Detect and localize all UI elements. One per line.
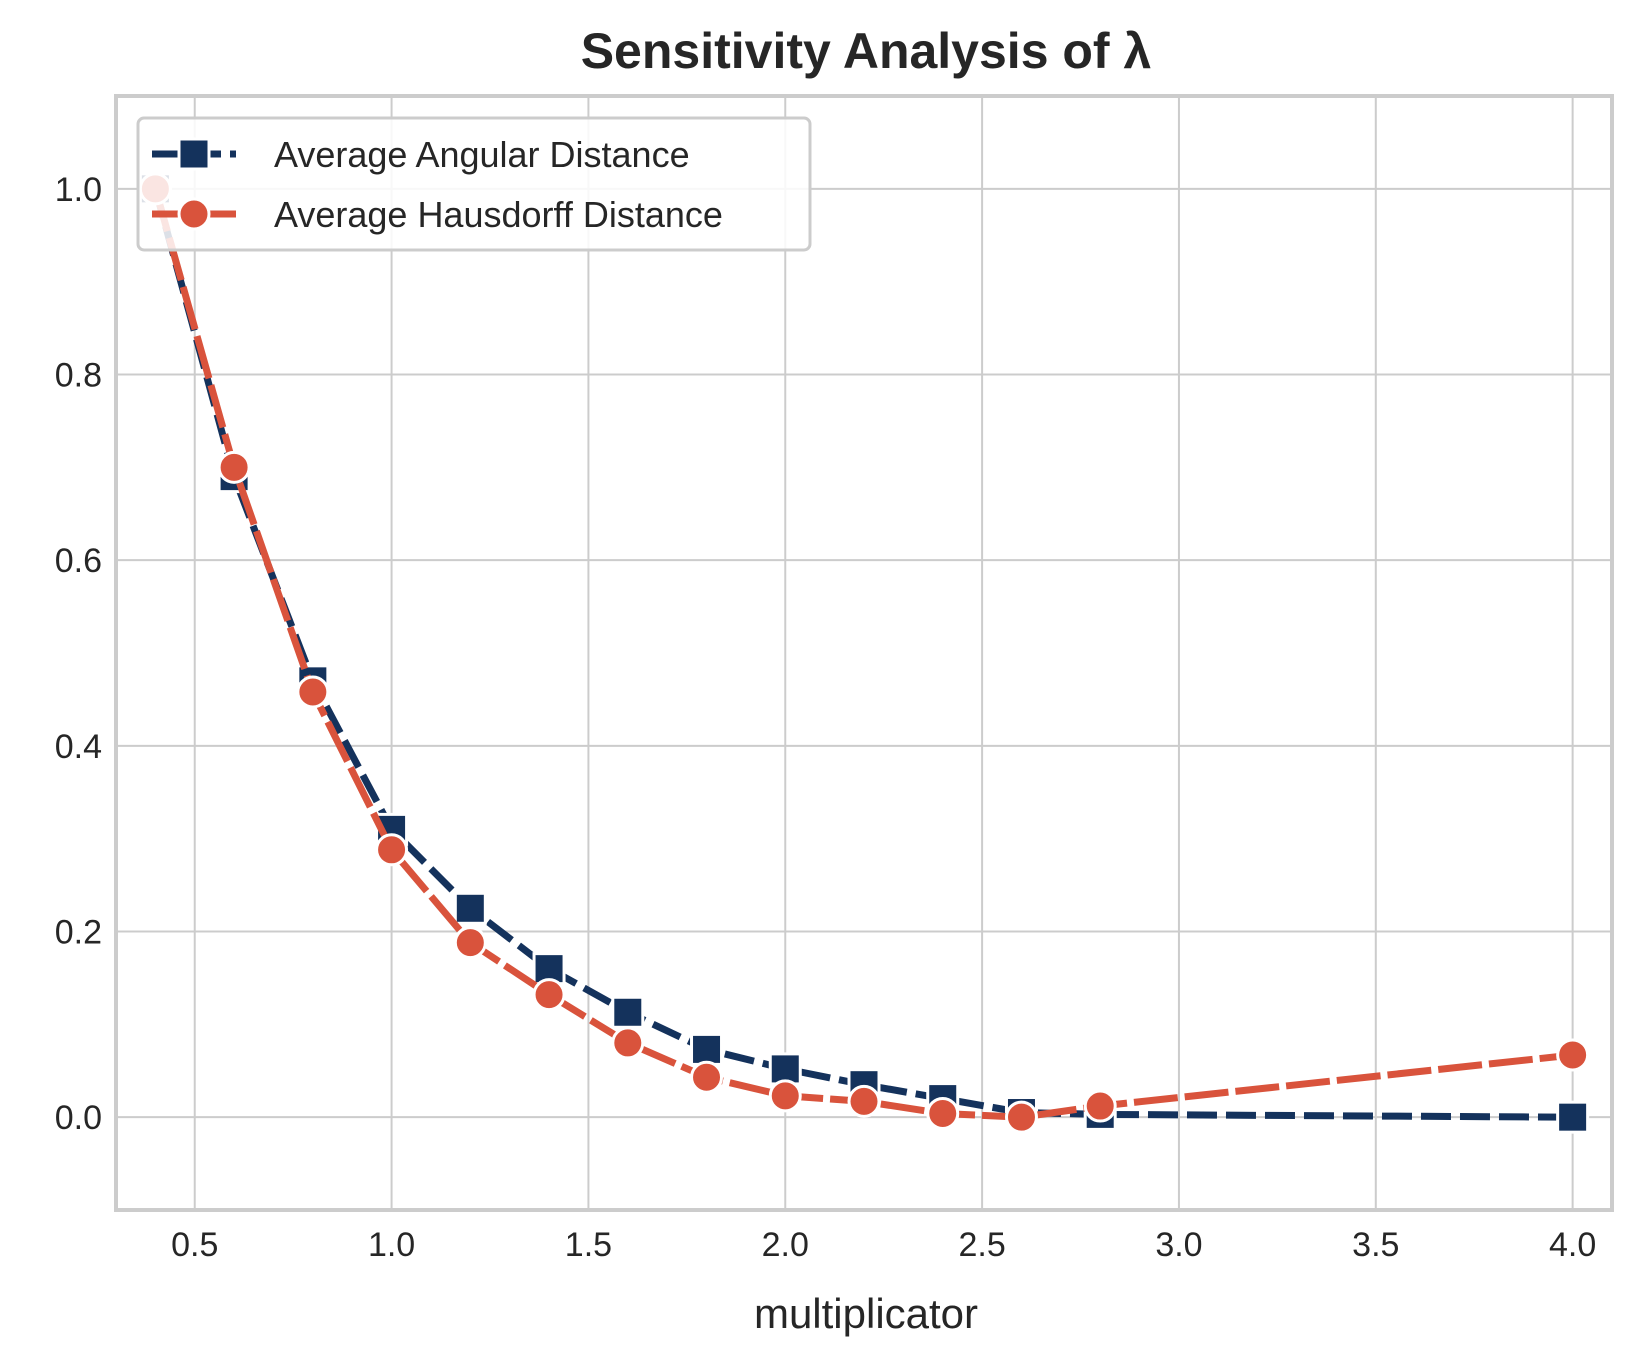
circle-point xyxy=(296,675,330,709)
legend: Average Angular Distance Average Hausdorf… xyxy=(136,116,812,252)
circle-point xyxy=(768,1079,802,1113)
y-tick-label: 0.6 xyxy=(55,542,102,580)
x-axis-label: multiplicator xyxy=(754,1290,978,1337)
x-tick-label: 4.0 xyxy=(1549,1226,1596,1264)
y-tick-label: 0.0 xyxy=(55,1099,102,1137)
series-line xyxy=(152,187,1573,1121)
x-tick-label: 2.5 xyxy=(958,1226,1005,1264)
circle-point xyxy=(847,1084,881,1118)
y-tick-label: 0.4 xyxy=(55,728,102,766)
legend-item: Average Angular Distance xyxy=(152,134,690,175)
circle-point xyxy=(611,1026,645,1060)
legend-label: Average Hausdorff Distance xyxy=(274,194,723,235)
circle-point xyxy=(926,1096,960,1130)
square-point xyxy=(1556,1100,1590,1134)
circle-point xyxy=(532,978,566,1012)
square-point xyxy=(611,995,645,1029)
series-layer xyxy=(138,172,1590,1134)
grid xyxy=(116,96,1612,1210)
x-tick-label: 2.0 xyxy=(762,1226,809,1264)
plot-frame xyxy=(114,94,1614,1212)
y-tick-label: 1.0 xyxy=(55,171,102,209)
circle-point xyxy=(1083,1089,1117,1123)
y-tick-label: 0.2 xyxy=(55,914,102,952)
y-axis-ticks: 0.0 0.2 0.4 0.6 0.8 1.0 xyxy=(55,171,102,1137)
circle-point xyxy=(1004,1100,1038,1134)
square-point xyxy=(768,1052,802,1086)
circle-point xyxy=(375,833,409,867)
circle-point xyxy=(217,450,251,484)
y-tick-label: 0.8 xyxy=(55,357,102,395)
square-point xyxy=(690,1032,724,1066)
x-tick-label: 3.0 xyxy=(1155,1226,1202,1264)
legend-item: Average Hausdorff Distance xyxy=(152,194,723,235)
legend-marker xyxy=(177,137,211,171)
circle-point xyxy=(453,926,487,960)
x-tick-label: 0.5 xyxy=(171,1226,218,1264)
x-tick-label: 1.5 xyxy=(565,1226,612,1264)
circle-point xyxy=(690,1060,724,1094)
series-2 xyxy=(138,172,1590,1134)
x-tick-label: 1.0 xyxy=(368,1226,415,1264)
chart-title: Sensitivity Analysis of λ xyxy=(581,23,1152,79)
series-1 xyxy=(138,172,1590,1134)
legend-label: Average Angular Distance xyxy=(274,134,690,175)
x-tick-label: 3.5 xyxy=(1352,1226,1399,1264)
square-point xyxy=(453,891,487,925)
series-line xyxy=(152,187,1573,1121)
legend-marker xyxy=(177,197,211,231)
circle-point xyxy=(1556,1038,1590,1072)
x-axis-ticks: 0.5 1.0 1.5 2.0 2.5 3.0 3.5 4.0 xyxy=(171,1226,1596,1264)
legend-box xyxy=(136,116,812,252)
